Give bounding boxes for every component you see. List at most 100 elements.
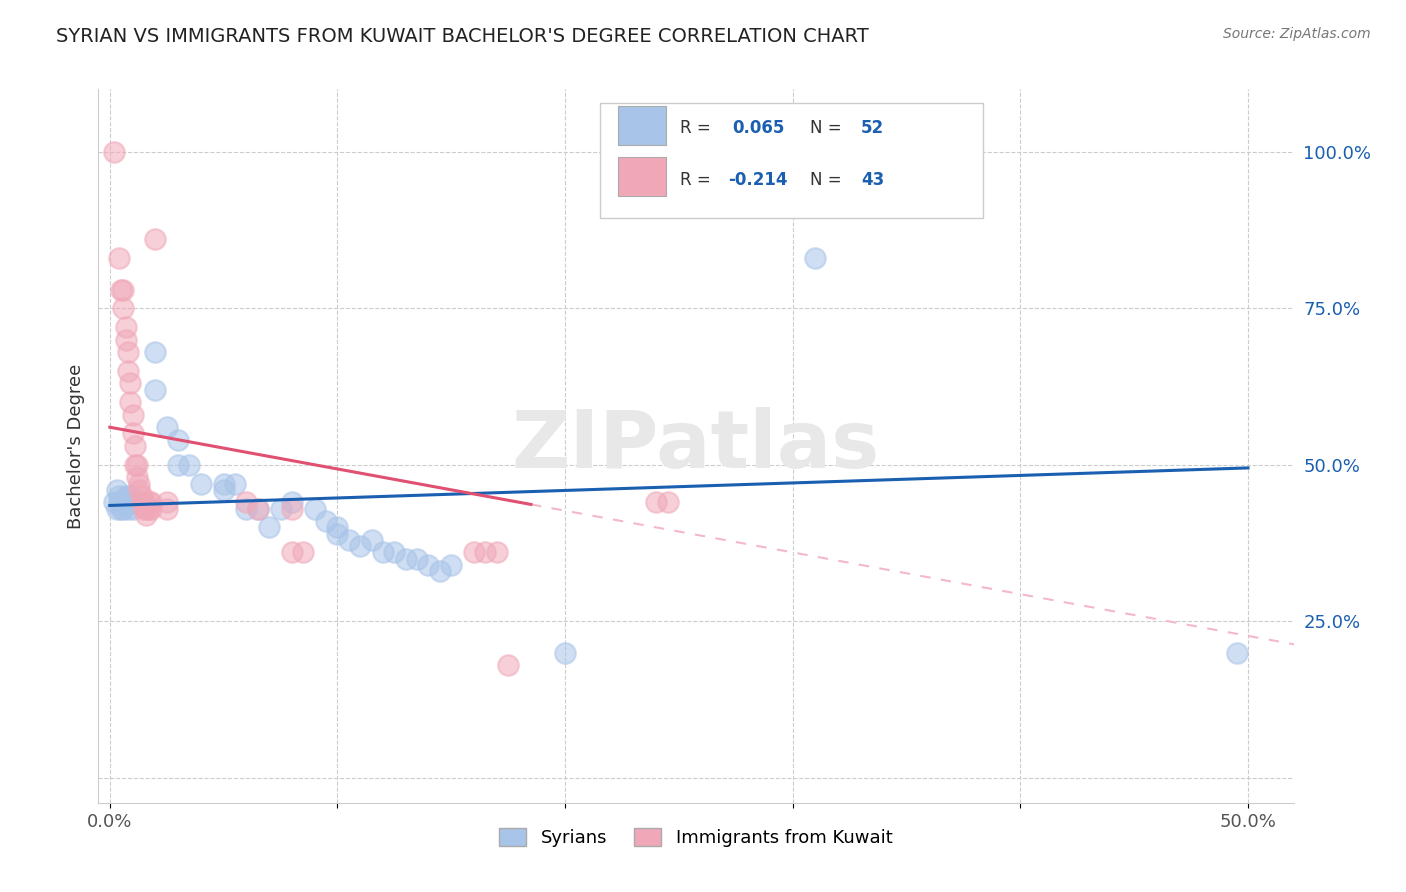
Point: [156, 495, 179, 509]
Point: [117, 501, 139, 516]
Point: [246, 501, 269, 516]
Point: [135, 508, 157, 522]
Point: [121, 408, 143, 422]
Point: [139, 495, 162, 509]
Point: [1226, 646, 1249, 660]
FancyBboxPatch shape: [600, 103, 983, 218]
Point: [395, 551, 418, 566]
Point: [270, 501, 292, 516]
Point: [108, 251, 131, 265]
Point: [235, 501, 257, 516]
Point: [167, 433, 190, 447]
Point: [349, 539, 371, 553]
Point: [304, 501, 326, 516]
Point: [179, 458, 201, 472]
Point: [496, 658, 519, 673]
Point: [132, 495, 155, 509]
Point: [212, 483, 235, 497]
Text: 43: 43: [860, 171, 884, 189]
Point: [108, 495, 131, 509]
Point: [112, 495, 135, 509]
Point: [474, 545, 496, 559]
Point: [105, 501, 128, 516]
Point: [645, 495, 668, 509]
Point: [190, 476, 212, 491]
Point: [131, 489, 153, 503]
Point: [326, 526, 349, 541]
Point: [121, 501, 143, 516]
Point: [143, 232, 166, 246]
Text: SYRIAN VS IMMIGRANTS FROM KUWAIT BACHELOR'S DEGREE CORRELATION CHART: SYRIAN VS IMMIGRANTS FROM KUWAIT BACHELO…: [56, 27, 869, 45]
Point: [114, 333, 136, 347]
Point: [124, 439, 146, 453]
Point: [281, 545, 304, 559]
Point: [224, 476, 246, 491]
Point: [418, 558, 440, 572]
Point: [112, 283, 135, 297]
Point: [131, 495, 153, 509]
Point: [135, 501, 157, 516]
Point: [463, 545, 485, 559]
Point: [120, 395, 142, 409]
Point: [110, 495, 132, 509]
Point: [110, 283, 132, 297]
Point: [156, 420, 179, 434]
Point: [114, 489, 136, 503]
Point: [120, 376, 142, 391]
Point: [121, 495, 143, 509]
Point: [554, 646, 576, 660]
Point: [212, 476, 235, 491]
Point: [114, 495, 136, 509]
Point: [117, 345, 139, 359]
Point: [103, 145, 125, 159]
Point: [103, 495, 125, 509]
Point: [114, 320, 136, 334]
Point: [485, 545, 508, 559]
Point: [117, 495, 139, 509]
Point: [128, 476, 150, 491]
Point: [138, 495, 160, 509]
FancyBboxPatch shape: [619, 157, 666, 196]
Point: [124, 458, 146, 472]
Point: [121, 426, 143, 441]
FancyBboxPatch shape: [619, 105, 666, 145]
Text: N =: N =: [810, 171, 846, 189]
Point: [127, 495, 149, 509]
Point: [281, 495, 304, 509]
Point: [117, 364, 139, 378]
Point: [108, 489, 131, 503]
Text: ZIPatlas: ZIPatlas: [512, 407, 880, 485]
Point: [128, 483, 150, 497]
Point: [657, 495, 679, 509]
Point: [112, 301, 135, 316]
Point: [127, 458, 149, 472]
Text: R =: R =: [681, 120, 717, 137]
Point: [257, 520, 280, 534]
Point: [124, 495, 146, 509]
Legend: Syrians, Immigrants from Kuwait: Syrians, Immigrants from Kuwait: [492, 821, 900, 855]
Y-axis label: Bachelor's Degree: Bachelor's Degree: [66, 363, 84, 529]
Text: -0.214: -0.214: [728, 171, 787, 189]
Point: [360, 533, 382, 547]
Point: [121, 495, 143, 509]
Point: [120, 489, 142, 503]
Point: [120, 495, 142, 509]
Point: [281, 501, 304, 516]
Point: [292, 545, 315, 559]
Text: N =: N =: [810, 120, 846, 137]
Point: [371, 545, 394, 559]
Point: [139, 501, 162, 516]
Text: Source: ZipAtlas.com: Source: ZipAtlas.com: [1223, 27, 1371, 41]
Point: [315, 514, 337, 528]
Point: [429, 564, 451, 578]
Point: [127, 470, 149, 484]
Point: [235, 495, 257, 509]
Point: [326, 520, 349, 534]
Point: [138, 501, 160, 516]
Point: [112, 501, 135, 516]
Point: [156, 501, 179, 516]
Point: [337, 533, 360, 547]
Point: [110, 501, 132, 516]
Point: [440, 558, 463, 572]
Point: [246, 501, 269, 516]
